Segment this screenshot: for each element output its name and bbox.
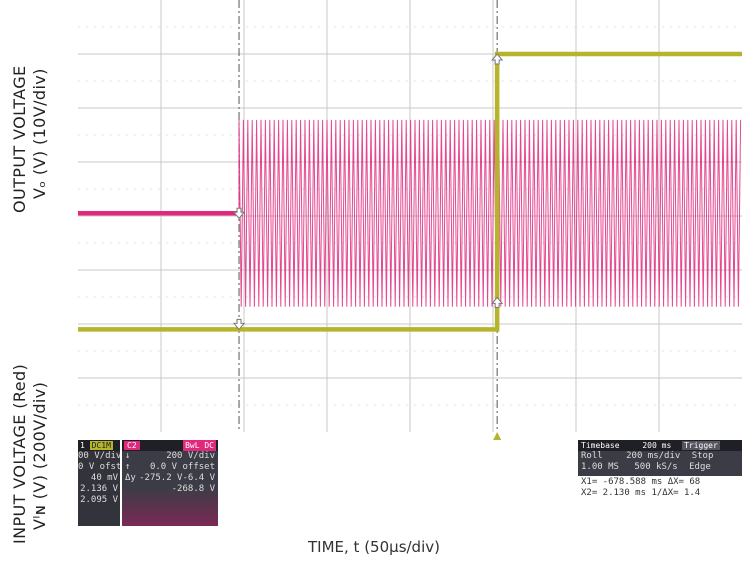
timebase-samples: 1.00 MS: [581, 462, 619, 472]
ch2-sym: ↓: [125, 451, 131, 461]
timebase-panel: Timebase 200 ms Trigger Roll 200 ms/div …: [578, 440, 742, 476]
trace-output-voltage: [78, 119, 742, 307]
y-axis-label-bottom: INPUT VOLTAGE (Red) Vᴵɴ (V) (200V/div): [10, 364, 50, 544]
cursor-marker: [491, 296, 504, 308]
trace-input-voltage: [78, 51, 742, 332]
cursor-row-1: X1= -678.588 ms ΔX= 68: [581, 477, 701, 487]
ch2-val: -6.4 V: [182, 473, 215, 483]
y-axis-label-top-line1: OUTPUT VOLTAGE: [10, 65, 29, 213]
ch2-val: 200 V/div: [166, 451, 215, 461]
y-axis-label-bottom-line1: INPUT VOLTAGE (Red): [10, 363, 29, 544]
trigger-marker: [493, 432, 502, 440]
ch2-val: -268.8 V: [171, 484, 215, 494]
ch2-head-a: C2: [124, 441, 140, 450]
y-axis-label-top-line2: Vₒ (V) (10V/div): [30, 68, 49, 199]
ch1-row: 0 V ofst: [78, 462, 120, 472]
ch1-head-a: 1: [80, 441, 85, 450]
ch2-sym: Δy: [125, 473, 136, 483]
cursor-marker: [232, 207, 246, 220]
ch1-row: 40 mV: [90, 473, 118, 483]
timebase-mode: Roll: [581, 451, 603, 461]
cursor-marker: [232, 318, 246, 331]
y-axis-label-bottom-line2: Vᴵɴ (V) (200V/div): [30, 381, 49, 530]
ch1-row: 2.136 V: [80, 484, 118, 494]
ch2-val: -275.2 V: [139, 473, 183, 483]
timebase-sample-rate: 500 kS/s: [634, 462, 678, 472]
ch1-row: 2.095 V: [80, 495, 118, 505]
timebase-rate: 200 ms/div: [626, 451, 681, 461]
traces: [78, 51, 742, 332]
trigger-state: Stop: [691, 451, 714, 461]
y-axis-label-top: OUTPUT VOLTAGE Vₒ (V) (10V/div): [10, 65, 50, 213]
timebase-label: Timebase: [581, 441, 620, 450]
timebase-value: 200 ms: [642, 441, 672, 450]
x-axis-label: TIME, t (50µs/div): [308, 538, 440, 556]
channel-panel-ch1: 1 DC1M 00 V/div 0 V ofst 40 mV 2.136 V 2…: [78, 440, 120, 526]
plot-grid: [78, 0, 742, 432]
channel-panel-ch2: C2 BwL DC 200 V/div 0.0 V offset ↓ -6.4 V…: [122, 440, 218, 526]
ch1-row: 00 V/div: [78, 451, 120, 461]
cursor-marker: [491, 53, 504, 65]
ch2-val: 0.0 V offset: [149, 462, 215, 472]
trace-markers: [232, 53, 504, 331]
ch2-sym: ↑: [125, 462, 131, 472]
cursor-row-2: X2= 2.130 ms 1/ΔX= 1.4: [581, 488, 701, 498]
ch1-head-b: DC1M: [89, 441, 113, 450]
trigger-type: Edge: [689, 462, 711, 472]
trigger-label: Trigger: [682, 441, 720, 450]
ch2-head-b: BwL DC: [183, 440, 216, 451]
cursor-readout: X1= -678.588 ms ΔX= 68 X2= 2.130 ms 1/ΔX…: [578, 477, 742, 501]
